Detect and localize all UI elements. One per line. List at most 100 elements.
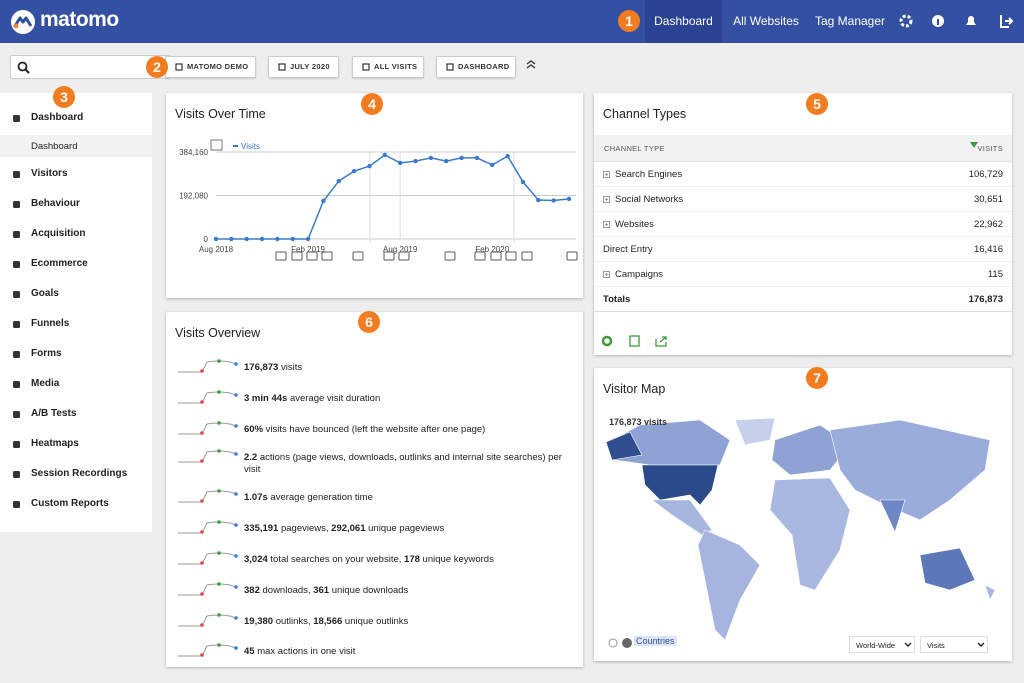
sidebar-item[interactable]: Custom Reports (0, 494, 152, 514)
sidebar-icon (13, 201, 20, 208)
map-layer[interactable]: Countries (634, 636, 677, 646)
sidebar-item[interactable]: Acquisition (0, 224, 152, 244)
sidebar-icon (13, 411, 20, 418)
sparkline-path (178, 552, 237, 565)
metric-text: downloads, (259, 585, 314, 596)
visits-point (244, 236, 249, 242)
table-row[interactable]: Social Networks 30,651 (594, 187, 1012, 212)
selector-label: DASHBOARD (458, 62, 510, 71)
sparkline-max (217, 390, 221, 394)
sidebar-item[interactable]: Session Recordings (0, 464, 152, 484)
annotation-icon (306, 251, 318, 261)
country-region (605, 431, 643, 461)
nav-item[interactable]: All Websites (733, 14, 799, 28)
visits-overview-widget: Visits Overview 176,873 visits 3 min 44s a… (166, 312, 583, 667)
callout-badge: 7 (806, 367, 828, 389)
annotation-icon (521, 251, 533, 261)
search-box[interactable] (10, 55, 170, 79)
widget-title: Visits Overview (175, 326, 261, 340)
table-row[interactable]: Websites 22,962 (594, 212, 1012, 237)
overview-row: 45 max actions in one visit (244, 646, 574, 658)
sidebar-item[interactable]: Heatmaps (0, 434, 152, 454)
sidebar-label: Custom Reports (31, 498, 109, 509)
region-select[interactable]: World-Wide (849, 636, 915, 653)
overview-row: 335,191 pageviews, 292,061 unique pagevi… (244, 523, 574, 535)
selector-icon (362, 63, 370, 71)
select-chevron (904, 642, 912, 647)
overview-row: 3,024 total searches on your website, 17… (244, 554, 574, 566)
sparkline-max (217, 489, 221, 493)
expand-plus (605, 173, 608, 176)
expand-plus (605, 198, 608, 201)
sidebar-item[interactable]: A/B Tests (0, 404, 152, 424)
row-value: 22,962 (973, 219, 1003, 230)
sidebar-icon-shape (13, 231, 20, 238)
sidebar-icon-shape (13, 171, 20, 178)
collapse-icon[interactable] (524, 58, 538, 72)
x-tick-label: Feb 2019 (291, 245, 325, 254)
metric-value: 176,873 (244, 362, 279, 373)
visits-point (351, 168, 357, 174)
sidebar-subitem[interactable]: Dashboard (0, 135, 152, 157)
sidebar-item[interactable]: Forms (0, 344, 152, 364)
sparkline (178, 643, 238, 657)
sidebar-icon (13, 231, 20, 238)
callout-badge: 6 (358, 311, 380, 333)
selector-button[interactable]: MATOMO DEMO (165, 56, 256, 78)
metric-text: visits (278, 362, 303, 373)
totals-row: Totals 176,873 (594, 287, 1012, 312)
visits-point (490, 162, 495, 168)
annotation-icon (398, 251, 410, 261)
visits-point (397, 160, 403, 166)
visits-point (413, 158, 418, 164)
expand-box (603, 221, 610, 228)
selector-icon-shape (362, 63, 370, 71)
visits-point (566, 196, 572, 202)
nav-item[interactable]: Dashboard (645, 0, 722, 43)
sparkline-max (217, 520, 221, 524)
search-icon (17, 61, 30, 74)
metric-value: 3 min 44s (244, 393, 288, 404)
nav-item[interactable]: Tag Manager (814, 14, 886, 28)
sidebar-item[interactable]: Dashboard (0, 108, 152, 128)
country-region (879, 499, 906, 533)
sidebar-label: Acquisition (31, 228, 86, 239)
annotation-icon (505, 251, 517, 261)
sparkline (178, 582, 238, 596)
sidebar-label: Visitors (31, 168, 68, 179)
selector-icon (278, 63, 286, 71)
overview-row: 19,380 outlinks, 18,566 unique outlinks (244, 616, 574, 628)
metric-select[interactable]: Visits (920, 636, 988, 653)
visits-point (321, 198, 326, 204)
sparkline-max (217, 551, 221, 555)
sidebar-label: Behaviour (31, 198, 80, 209)
selector-button[interactable]: DASHBOARD (436, 56, 516, 78)
footer-icons (601, 335, 667, 347)
sidebar-item[interactable]: Media (0, 374, 152, 394)
sparkline-path (178, 583, 237, 596)
sparkline (178, 421, 238, 435)
visits-point (428, 155, 434, 161)
sidebar-item[interactable]: Behaviour (0, 194, 152, 214)
sparkline-last (234, 554, 238, 558)
sidebar-item[interactable]: Ecommerce (0, 254, 152, 274)
metric-text: average visit duration (287, 393, 381, 404)
visits-point (505, 153, 510, 159)
row-value: 30,651 (973, 194, 1003, 205)
table-row[interactable]: Direct Entry 16,416 (594, 237, 1012, 262)
sparkline-min (200, 431, 204, 435)
sidebar-icon-shape (13, 441, 20, 448)
table-row[interactable]: Search Engines 106,729 (594, 162, 1012, 187)
country-region (769, 477, 851, 591)
overview-row: 176,873 visits (244, 362, 574, 374)
sparkline (178, 520, 238, 534)
table-row[interactable]: Campaigns 115 (594, 262, 1012, 287)
sidebar-item[interactable]: Visitors (0, 164, 152, 184)
sparkline (178, 551, 238, 565)
selector-button[interactable]: JULY 2020 (268, 56, 339, 78)
selector-button[interactable]: ALL VISITS (352, 56, 424, 78)
sidebar-item[interactable]: Goals (0, 284, 152, 304)
x-tick-label: Aug 2019 (383, 245, 418, 254)
sidebar-item[interactable]: Funnels (0, 314, 152, 334)
